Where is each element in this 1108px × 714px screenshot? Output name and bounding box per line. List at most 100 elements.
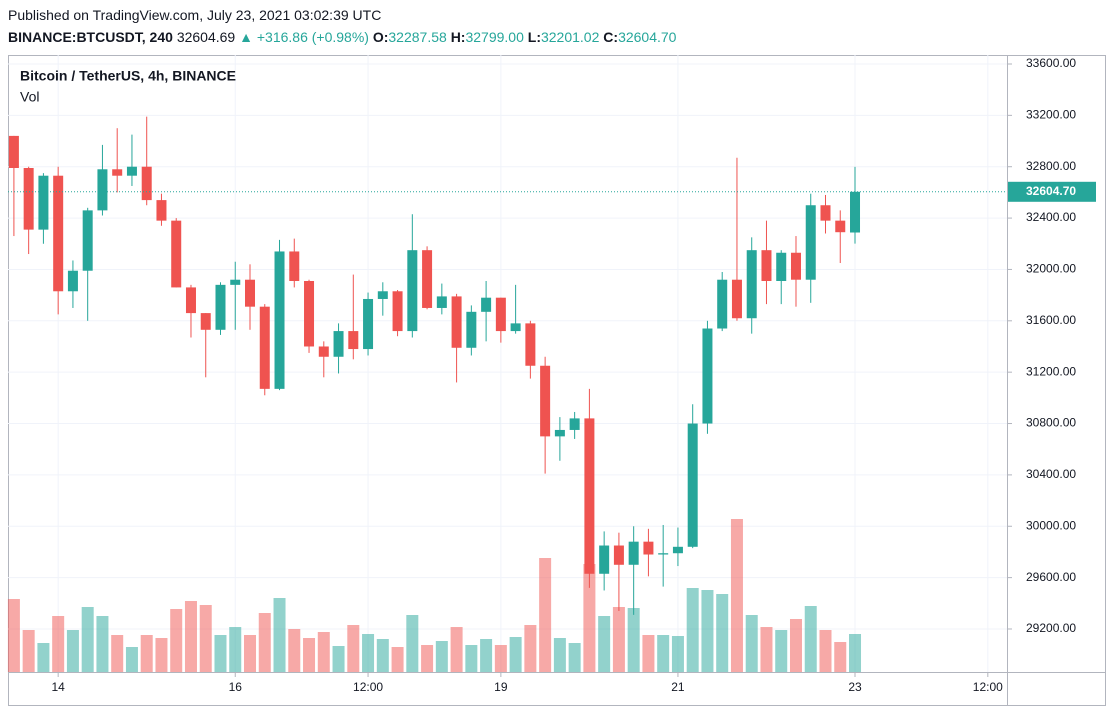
x-tick-label: 19: [494, 680, 508, 694]
volume-bar: [716, 594, 729, 672]
body: [702, 328, 713, 424]
body: [67, 270, 78, 292]
body: [761, 250, 772, 281]
x-tick-label: 23: [848, 680, 862, 694]
volume-bar: [96, 616, 109, 672]
body: [8, 135, 19, 168]
body: [377, 291, 388, 299]
volume-bar: [52, 616, 65, 672]
volume-bar: [258, 613, 271, 672]
volume-bar: [347, 625, 360, 672]
l: 32201.02: [540, 29, 600, 45]
o: 32287.58: [388, 29, 447, 45]
volume-bar: [494, 645, 507, 672]
volume-bar: [539, 558, 552, 672]
body: [835, 220, 846, 233]
body: [628, 541, 639, 565]
y-tick-label: 30400.00: [1026, 467, 1076, 481]
x-tick-label: 12:00: [353, 680, 383, 694]
volume-bar: [244, 635, 257, 672]
y-tick-label: 29600.00: [1026, 570, 1076, 584]
body: [200, 313, 211, 330]
x-tick-label: 16: [229, 680, 243, 694]
volume-bar: [819, 630, 832, 672]
volume-bar: [789, 619, 802, 672]
body: [613, 545, 624, 565]
y-tick-label: 32800.00: [1026, 159, 1076, 173]
c: 32604.70: [618, 29, 677, 45]
y-tick-label: 31600.00: [1026, 313, 1076, 327]
body: [466, 311, 477, 348]
volume-bar: [214, 635, 227, 672]
volume-bar: [480, 639, 493, 672]
volume-bar: [376, 639, 389, 672]
volume-bar: [657, 635, 670, 672]
body: [717, 279, 728, 329]
body: [126, 166, 137, 176]
last-price-label: 32604.70: [1026, 184, 1076, 198]
y-tick-label: 32400.00: [1026, 210, 1076, 224]
volume-bar: [745, 615, 758, 672]
y-tick-label: 32000.00: [1026, 262, 1076, 276]
body: [658, 553, 669, 555]
y-tick-label: 30000.00: [1026, 518, 1076, 532]
candles: [8, 116, 1007, 615]
body: [53, 175, 64, 292]
body: [481, 297, 492, 312]
body: [333, 331, 344, 357]
y-tick-label: 29200.00: [1026, 621, 1076, 635]
volume-bar: [170, 609, 183, 672]
volume-bar: [22, 630, 35, 672]
body: [776, 252, 787, 281]
body: [112, 169, 123, 176]
volume-bar: [406, 615, 419, 672]
body: [687, 423, 698, 547]
volume-bar: [37, 643, 50, 672]
volume-bar: [303, 638, 316, 672]
volume: [7, 519, 862, 672]
body: [392, 291, 403, 332]
grid: [8, 55, 1007, 672]
body: [495, 297, 506, 332]
body: [643, 541, 654, 555]
body: [318, 346, 329, 357]
volume-bar: [598, 616, 611, 672]
volume-bar: [730, 519, 743, 672]
body: [363, 298, 374, 350]
volume-bar: [273, 598, 286, 672]
body: [422, 250, 433, 308]
body: [304, 280, 315, 347]
axes: 29200.00 29600.00 30000.00 30400.00 30800.00…: [51, 56, 1096, 694]
volume-bar: [583, 564, 596, 672]
body: [584, 418, 595, 574]
published: Published on TradingView.com, July 23, 2…: [8, 7, 382, 23]
body: [156, 200, 167, 221]
h-label: H:: [450, 29, 466, 45]
volume-bar: [7, 599, 20, 672]
body: [185, 287, 196, 314]
volume-bar: [450, 627, 463, 672]
o-label: O:: [372, 29, 389, 45]
volume-bar: [671, 636, 684, 672]
body: [230, 279, 241, 285]
body: [289, 251, 300, 281]
body: [259, 306, 270, 389]
body: [348, 331, 359, 350]
legend-title: Bitcoin / TetherUS, 4h, BINANCE: [20, 68, 236, 84]
y-tick-label: 33600.00: [1026, 56, 1076, 70]
body: [245, 279, 256, 307]
volume-bar: [332, 646, 345, 672]
y-tick-label: 31200.00: [1026, 364, 1076, 378]
body: [274, 251, 285, 389]
volume-bar: [775, 630, 788, 672]
volume-bar: [509, 637, 522, 672]
legend-vol: Vol: [20, 89, 39, 105]
body: [38, 175, 49, 230]
body: [407, 250, 418, 332]
last-price-box: [1008, 181, 1096, 202]
volume-bar: [111, 635, 124, 672]
volume-bar: [834, 642, 847, 672]
volume-bar: [849, 634, 862, 672]
volume-bar: [701, 590, 714, 672]
